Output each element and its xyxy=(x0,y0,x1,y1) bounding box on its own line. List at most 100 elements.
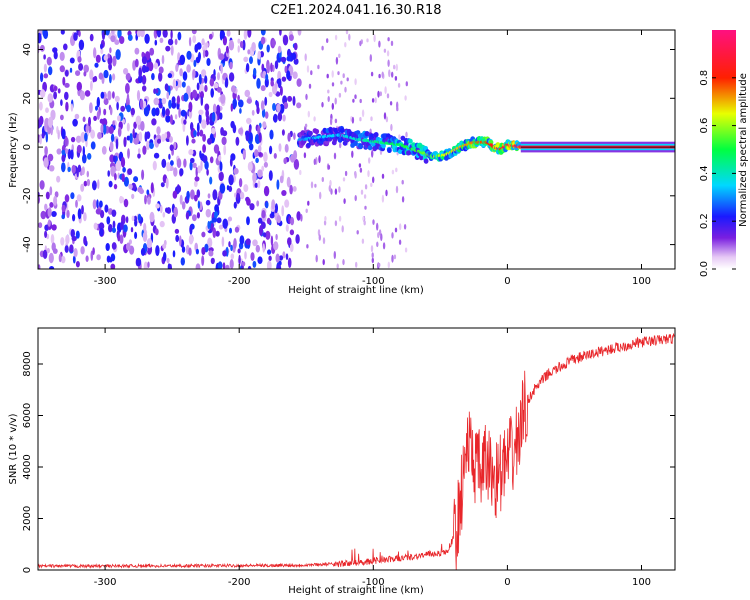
heatmap-cell xyxy=(59,65,65,73)
heatmap-cell xyxy=(282,114,286,122)
heatmap-cell xyxy=(390,40,394,47)
heatmap-cell xyxy=(109,257,113,263)
heatmap-cell xyxy=(122,167,126,173)
heatmap-cell xyxy=(304,123,308,128)
heatmap-cell xyxy=(112,227,116,233)
heatmap-cell xyxy=(204,50,209,57)
heatmap-cell xyxy=(282,251,286,259)
heatmap-cell xyxy=(56,148,62,155)
heatmap-cell xyxy=(195,56,201,64)
heatmap-cell xyxy=(225,264,230,269)
heatmap-cell xyxy=(238,178,243,188)
heatmap-cell xyxy=(264,111,269,119)
heatmap-cell xyxy=(234,226,240,233)
heatmap-cell xyxy=(71,164,76,174)
heatmap-cell xyxy=(198,74,202,85)
heatmap-cell xyxy=(322,237,326,245)
heatmap-cell xyxy=(251,42,256,52)
heatmap-cell xyxy=(209,176,213,185)
heatmap-cell xyxy=(206,168,209,176)
heatmap-cell xyxy=(148,61,154,72)
heatmap-cell xyxy=(340,80,343,85)
heatmap-cell xyxy=(180,109,187,117)
heatmap-cell xyxy=(43,54,46,60)
heatmap-cell xyxy=(92,180,97,191)
heatmap-cell xyxy=(146,140,150,150)
heatmap-cell xyxy=(39,115,44,126)
heatmap-cell xyxy=(152,160,157,171)
heatmap-cell xyxy=(359,167,363,173)
heatmap-cell xyxy=(147,261,150,268)
heatmap-cell xyxy=(404,247,408,253)
heatmap-cell xyxy=(129,133,133,144)
heatmap-cell xyxy=(398,134,401,140)
y-tick-label: 20 xyxy=(22,92,33,105)
heatmap-cell xyxy=(239,108,242,114)
heatmap-cell xyxy=(114,95,120,103)
heatmap-cell xyxy=(305,93,308,100)
y-tick-label: 40 xyxy=(22,43,33,56)
heatmap-cell xyxy=(331,140,337,146)
heatmap-cell xyxy=(109,141,114,152)
heatmap-cell xyxy=(370,182,373,187)
heatmap-cell xyxy=(389,101,393,106)
heatmap-cell xyxy=(197,200,201,209)
heatmap-cell xyxy=(394,76,398,81)
heatmap-cell xyxy=(179,68,183,77)
heatmap-cell xyxy=(269,129,274,140)
heatmap-cell xyxy=(266,44,270,53)
heatmap-cell xyxy=(329,117,333,126)
heatmap-cell xyxy=(289,184,293,195)
heatmap-cell xyxy=(117,172,120,179)
heatmap-cell xyxy=(190,189,195,200)
y-tick-label: -20 xyxy=(22,188,33,204)
heatmap-cell xyxy=(201,119,207,129)
y-tick-label: -40 xyxy=(22,236,33,252)
heatmap-cell xyxy=(80,131,86,143)
heatmap-cell xyxy=(313,158,316,165)
heatmap-cell xyxy=(63,43,68,51)
heatmap-cell xyxy=(49,266,55,269)
heatmap-cell xyxy=(371,252,374,259)
heatmap-cell xyxy=(362,216,365,221)
heatmap-cell xyxy=(274,60,279,70)
heatmap-cell xyxy=(314,183,317,188)
heatmap-cell xyxy=(107,53,110,59)
heatmap-cell xyxy=(238,127,244,135)
heatmap-cell xyxy=(138,131,143,142)
heatmap-cell xyxy=(159,220,165,228)
heatmap-cell xyxy=(45,191,50,200)
heatmap-cell xyxy=(387,261,390,269)
heatmap-cell xyxy=(49,202,54,208)
heatmap-cell xyxy=(231,85,236,93)
heatmap-cell xyxy=(342,177,346,182)
heatmap-cell xyxy=(117,234,121,242)
heatmap-cell xyxy=(297,30,302,36)
colorbar-tick-label: 0.0 xyxy=(699,261,710,277)
heatmap-cell xyxy=(90,250,94,261)
heatmap-cell xyxy=(363,220,366,226)
heatmap-cell xyxy=(265,230,271,240)
heatmap-cell xyxy=(251,109,255,116)
heatmap-cell xyxy=(343,198,346,205)
heatmap-cell xyxy=(283,101,289,110)
heatmap-cell xyxy=(220,63,224,74)
heatmap-cell xyxy=(79,90,85,101)
heatmap-cell xyxy=(207,237,213,248)
heatmap-cell xyxy=(321,45,324,51)
heatmap-cell xyxy=(219,30,223,41)
snr-series-line xyxy=(38,333,675,570)
heatmap-cell xyxy=(176,158,182,169)
heatmap-cell xyxy=(246,198,251,206)
heatmap-cell xyxy=(176,185,182,193)
heatmap-cell xyxy=(217,261,223,269)
heatmap-cell xyxy=(61,128,66,140)
heatmap-cell xyxy=(186,85,191,96)
heatmap-cell xyxy=(127,34,133,41)
heatmap-cell xyxy=(198,83,204,94)
heatmap-cell xyxy=(207,220,211,230)
heatmap-cell xyxy=(221,136,227,146)
heatmap-cell xyxy=(261,63,265,72)
heatmap-cell xyxy=(114,39,120,45)
heatmap-cell xyxy=(207,138,212,145)
